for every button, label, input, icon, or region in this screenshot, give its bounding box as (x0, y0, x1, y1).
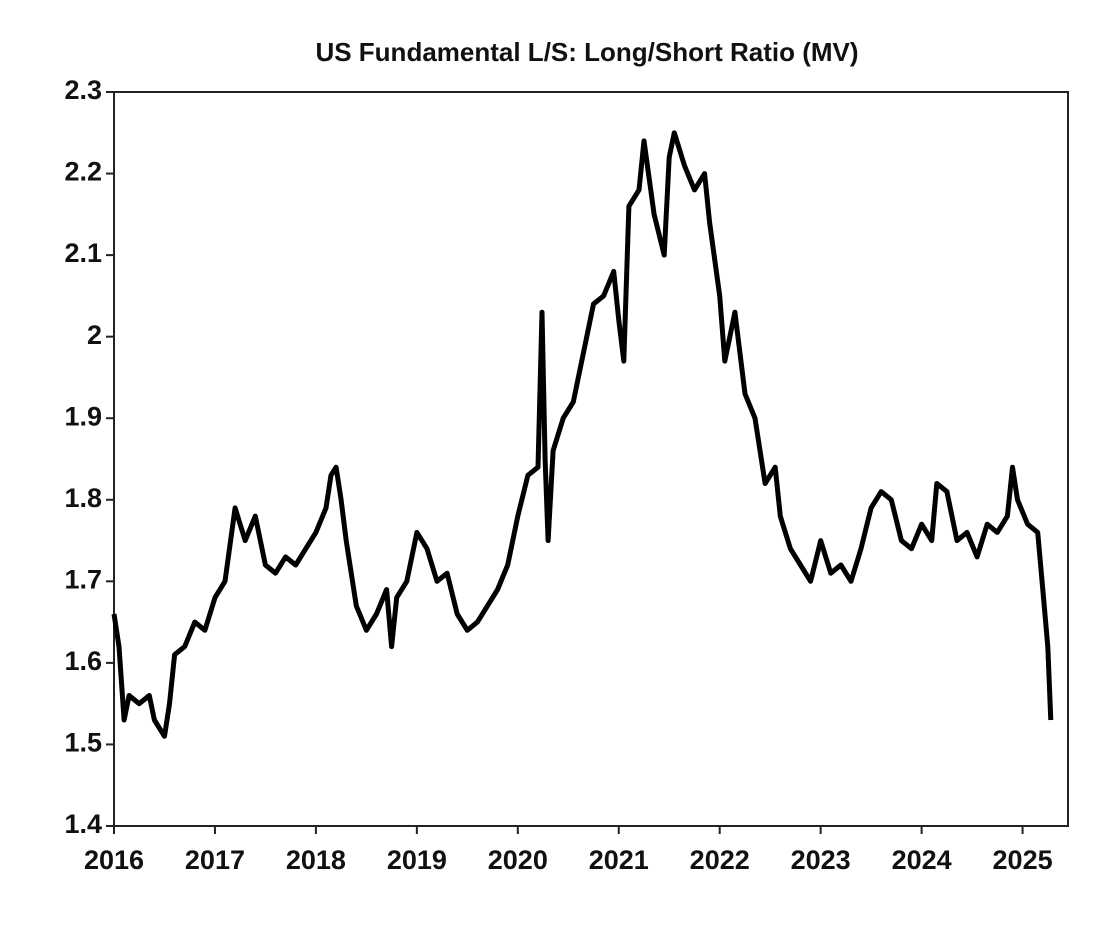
chart-title: US Fundamental L/S: Long/Short Ratio (MV… (315, 37, 858, 67)
x-tick-label: 2018 (286, 845, 346, 875)
y-tick-label: 1.7 (64, 564, 102, 594)
line-series (111, 130, 1054, 739)
x-tick-label: 2020 (488, 845, 548, 875)
x-tick-label: 2016 (84, 845, 144, 875)
plot-frame (113, 91, 1069, 827)
x-tick-label: 2025 (993, 845, 1053, 875)
y-tick-label: 1.4 (64, 809, 102, 839)
x-tick-label: 2017 (185, 845, 245, 875)
y-tick-label: 2 (87, 320, 102, 350)
x-tick-label: 2023 (791, 845, 851, 875)
y-tick-label: 1.8 (64, 483, 102, 513)
y-tick-label: 1.6 (64, 646, 102, 676)
y-tick-label: 1.5 (64, 728, 102, 758)
y-tick-label: 2.2 (64, 157, 102, 187)
x-tick-label: 2024 (892, 845, 952, 875)
x-tick-label: 2021 (589, 845, 649, 875)
y-tick-label: 2.3 (64, 75, 102, 105)
y-tick-label: 2.1 (64, 238, 102, 268)
x-tick-label: 2019 (387, 845, 447, 875)
x-tick-label: 2022 (690, 845, 750, 875)
y-tick-label: 1.9 (64, 401, 102, 431)
